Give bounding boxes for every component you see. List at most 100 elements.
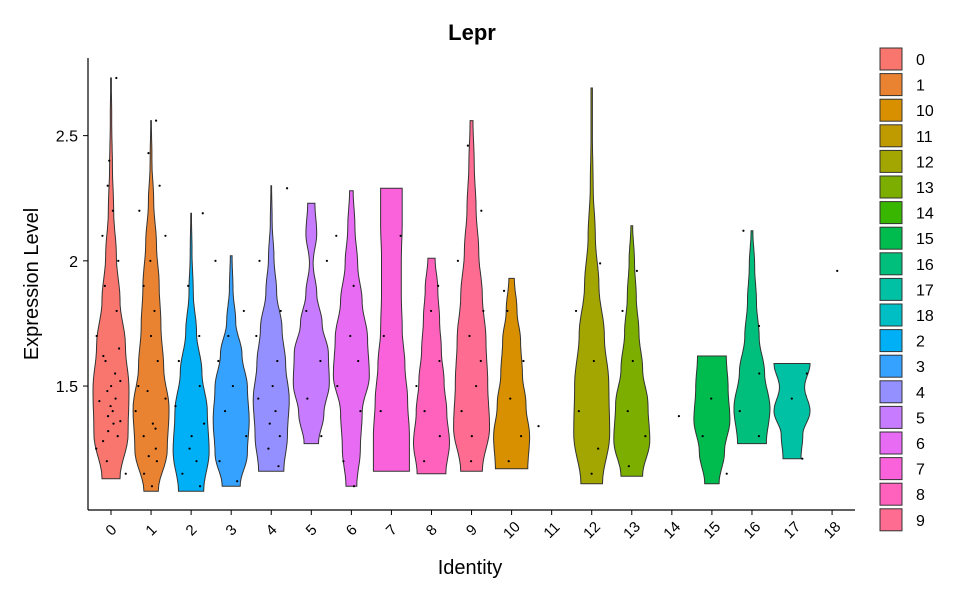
point bbox=[349, 334, 352, 338]
point bbox=[480, 209, 483, 212]
point bbox=[255, 334, 258, 338]
point bbox=[271, 384, 274, 388]
legend-label: 7 bbox=[916, 462, 925, 479]
x-tick-label: 6 bbox=[343, 521, 361, 539]
point bbox=[103, 284, 106, 287]
point bbox=[116, 435, 119, 438]
legend-swatch bbox=[879, 175, 903, 199]
legend-label: 3 bbox=[916, 359, 925, 376]
point bbox=[379, 409, 382, 413]
point bbox=[164, 397, 167, 400]
point bbox=[335, 234, 338, 237]
point bbox=[242, 309, 245, 313]
legend-swatch bbox=[879, 508, 903, 532]
point bbox=[150, 485, 154, 488]
point bbox=[154, 427, 157, 430]
legend-label: 18 bbox=[916, 308, 934, 325]
point bbox=[597, 447, 600, 450]
y-axis-title: Expression Level bbox=[21, 208, 43, 360]
chart-title: Lepr bbox=[448, 20, 496, 45]
point bbox=[257, 397, 260, 400]
point bbox=[195, 460, 198, 463]
point bbox=[415, 384, 418, 388]
point bbox=[268, 422, 271, 425]
legend-label: 1 bbox=[916, 78, 925, 95]
legend-label: 5 bbox=[916, 410, 925, 427]
legend-swatch bbox=[879, 380, 903, 404]
x-tick-label: 16 bbox=[740, 518, 764, 542]
point bbox=[336, 384, 339, 388]
legend-label: 0 bbox=[916, 52, 925, 69]
point bbox=[635, 269, 638, 272]
point bbox=[738, 409, 741, 413]
point bbox=[236, 480, 239, 483]
point bbox=[114, 372, 117, 375]
point bbox=[231, 384, 234, 388]
legend-label: 14 bbox=[916, 206, 934, 223]
point bbox=[142, 284, 145, 287]
point bbox=[101, 234, 104, 237]
violin bbox=[693, 355, 731, 485]
legend-label: 16 bbox=[916, 257, 934, 274]
violin bbox=[613, 225, 651, 477]
point bbox=[522, 359, 525, 363]
point bbox=[382, 334, 385, 338]
point bbox=[359, 409, 362, 413]
point bbox=[124, 472, 127, 475]
point bbox=[710, 397, 713, 400]
point bbox=[112, 422, 115, 425]
point bbox=[805, 372, 808, 375]
point bbox=[137, 384, 140, 388]
point bbox=[158, 184, 161, 187]
point bbox=[201, 212, 204, 215]
point bbox=[423, 409, 426, 413]
point bbox=[438, 359, 441, 363]
point bbox=[437, 284, 440, 287]
x-tick-label: 14 bbox=[660, 518, 684, 542]
x-tick-label: 8 bbox=[423, 521, 441, 539]
point bbox=[644, 435, 647, 438]
point bbox=[592, 359, 595, 363]
point bbox=[149, 259, 152, 262]
point bbox=[146, 389, 149, 393]
point bbox=[599, 262, 602, 265]
x-tick-label: 10 bbox=[500, 518, 524, 542]
legend-label: 15 bbox=[916, 231, 934, 248]
point bbox=[509, 397, 512, 400]
point bbox=[95, 447, 98, 450]
legend-label: 4 bbox=[916, 385, 925, 402]
legend-swatch bbox=[879, 73, 903, 97]
point bbox=[107, 430, 110, 433]
point bbox=[106, 389, 109, 393]
point bbox=[590, 472, 593, 475]
point bbox=[574, 309, 578, 313]
point bbox=[142, 472, 146, 475]
point bbox=[278, 435, 281, 438]
point bbox=[469, 460, 473, 463]
point bbox=[277, 465, 280, 468]
x-tick-label: 18 bbox=[821, 518, 845, 542]
violin bbox=[292, 202, 330, 445]
point bbox=[399, 234, 402, 237]
point bbox=[352, 284, 355, 287]
point bbox=[142, 435, 145, 438]
point bbox=[214, 259, 217, 262]
x-tick-label: 17 bbox=[780, 518, 804, 542]
point bbox=[245, 435, 248, 438]
point bbox=[108, 159, 111, 162]
point bbox=[154, 447, 157, 450]
x-tick-label: 2 bbox=[183, 521, 201, 539]
x-tick-label: 12 bbox=[580, 518, 604, 542]
point bbox=[537, 425, 540, 428]
x-tick-label: 5 bbox=[303, 521, 321, 539]
point bbox=[274, 409, 277, 413]
point bbox=[188, 447, 191, 450]
y-tick-label: 1.5 bbox=[56, 379, 78, 396]
point bbox=[279, 309, 282, 313]
legend-swatch bbox=[879, 354, 903, 378]
point bbox=[102, 440, 105, 443]
point bbox=[105, 460, 108, 463]
legend-swatch bbox=[879, 329, 903, 353]
point bbox=[164, 234, 167, 237]
